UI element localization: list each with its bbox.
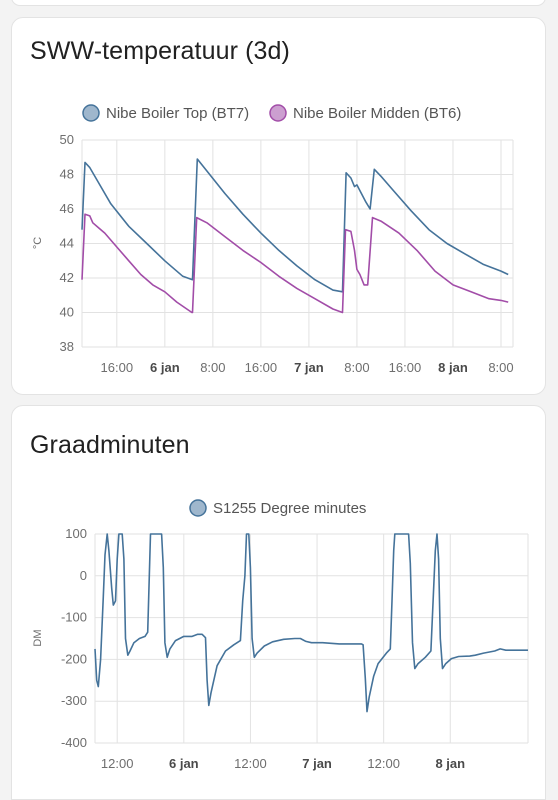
legend-item[interactable]: S1255 Degree minutes [189, 499, 366, 517]
x-tick-label: 16:00 [101, 360, 134, 375]
card-degree-minutes: Graadminuten -400 -300 -200 -100 0 100 12:00 6 … [11, 405, 546, 800]
y-axis-label: °C [32, 237, 44, 249]
x-tick-label: 8 jan [438, 360, 468, 375]
card-sww-temperature: SWW-temperatuur (3d) 38 40 42 44 46 48 50 16:00… [11, 17, 546, 395]
x-tick-label: 7 jan [302, 756, 332, 771]
legend-label: Nibe Boiler Top (BT7) [106, 105, 249, 122]
y-tick-label: 100 [65, 526, 87, 541]
x-tick-label: 6 jan [150, 360, 180, 375]
legend-swatch-icon [269, 104, 287, 122]
y-tick-label: 42 [60, 270, 74, 285]
temperature-chart: 38 40 42 44 46 48 50 16:00 6 jan 8:00 16:00 7 jan 8:… [32, 104, 514, 375]
x-tick-label: 8:00 [344, 360, 369, 375]
legend-item[interactable]: Nibe Boiler Top (BT7) [82, 104, 249, 122]
card-title: SWW-temperatuur (3d) [30, 37, 290, 65]
legend-item[interactable]: Nibe Boiler Midden (BT6) [269, 104, 461, 122]
legend-swatch-icon [189, 499, 207, 517]
y-tick-label: 50 [60, 132, 74, 147]
y-tick-label: 38 [60, 339, 74, 354]
y-tick-label: 44 [60, 236, 74, 251]
x-tick-label: 16:00 [389, 360, 422, 375]
x-tick-label: 8 jan [435, 756, 465, 771]
y-tick-label: -400 [61, 735, 87, 750]
x-tick-label: 7 jan [294, 360, 324, 375]
x-tick-label: 8:00 [488, 360, 513, 375]
y-tick-label: 48 [60, 167, 74, 182]
series-line [81, 158, 509, 293]
legend-swatch-icon [82, 104, 100, 122]
x-tick-label: 12:00 [234, 756, 267, 771]
card-title: Graadminuten [30, 431, 190, 459]
previous-card-edge [11, 0, 546, 6]
legend-label: Nibe Boiler Midden (BT6) [293, 105, 461, 122]
x-tick-label: 6 jan [169, 756, 199, 771]
x-tick-label: 12:00 [367, 756, 400, 771]
y-tick-label: 40 [60, 305, 74, 320]
x-tick-label: 8:00 [200, 360, 225, 375]
series-line [94, 533, 528, 713]
x-tick-label: 16:00 [245, 360, 278, 375]
degree-minutes-chart: -400 -300 -200 -100 0 100 12:00 6 jan 12:00 7 jan… [32, 499, 529, 771]
y-axis-label: DM [32, 629, 44, 646]
y-tick-label: -200 [61, 651, 87, 666]
legend-label: S1255 Degree minutes [213, 500, 366, 517]
y-tick-label: 46 [60, 201, 74, 216]
y-tick-label: 0 [80, 568, 87, 583]
y-tick-label: -300 [61, 693, 87, 708]
x-tick-label: 12:00 [101, 756, 134, 771]
y-tick-label: -100 [61, 610, 87, 625]
series-line [81, 213, 509, 314]
